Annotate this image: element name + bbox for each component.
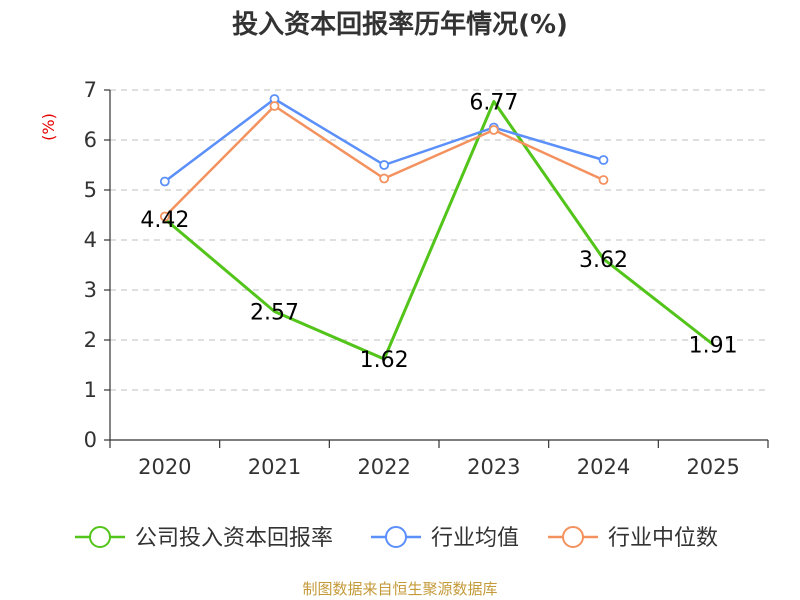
y-tick-label: 7 — [84, 78, 97, 102]
legend-label-2: 行业中位数 — [608, 526, 718, 551]
legend[interactable]: 公司投入资本回报率 行业均值 行业中位数 — [75, 526, 718, 551]
legend-item-2[interactable]: 行业中位数 — [548, 526, 718, 551]
y-axis-label: (%) — [39, 113, 58, 141]
data-label-2024: 3.62 — [579, 248, 628, 273]
x-tick-label-2025: 2025 — [686, 455, 739, 479]
y-tick-label: 5 — [84, 178, 97, 202]
series-lines — [159, 94, 715, 361]
data-label-2023: 6.77 — [469, 91, 518, 116]
series-2-point-2024 — [598, 175, 609, 185]
x-tick-label-2024: 2024 — [577, 455, 630, 479]
data-label-2021: 2.57 — [250, 301, 299, 326]
x-tick-label-2020: 2020 — [138, 455, 191, 479]
chart-title: 投入资本回报率历年情况(%) — [232, 9, 568, 40]
legend-item-0[interactable]: 公司投入资本回报率 — [75, 526, 333, 551]
legend-marker-1 — [385, 526, 407, 548]
x-tick-label-2021: 2021 — [248, 455, 301, 479]
x-tick-label-2023: 2023 — [467, 455, 520, 479]
data-label-2020: 4.42 — [140, 208, 189, 233]
legend-label-0: 公司投入资本回报率 — [135, 526, 333, 551]
grid-lines — [110, 89, 768, 391]
series-2-point-2021 — [269, 101, 280, 111]
legend-item-1[interactable]: 行业均值 — [371, 526, 519, 551]
series-1-point-2022 — [379, 160, 390, 170]
legend-marker-2 — [562, 526, 584, 548]
y-tick-label: 0 — [84, 428, 97, 452]
y-tick-label: 6 — [84, 128, 97, 152]
data-labels: 4.42 2.57 1.62 6.77 3.62 1.91 — [140, 91, 737, 374]
y-tick-label: 1 — [84, 378, 97, 402]
series-2-point-2022 — [379, 173, 390, 184]
y-tick-label: 3 — [84, 278, 97, 302]
series-1-point-2020 — [159, 176, 170, 187]
series-1-point-2024 — [598, 155, 609, 165]
y-tick-label: 4 — [84, 228, 97, 252]
data-label-2025: 1.91 — [689, 334, 738, 359]
y-tick-label: 2 — [84, 328, 97, 352]
legend-marker-0 — [89, 526, 111, 548]
series-2-point-2020 — [159, 211, 170, 222]
source-note: 制图数据来自恒生聚源数据库 — [302, 580, 497, 598]
data-label-2022: 1.62 — [360, 348, 409, 373]
series-line-0 — [163, 100, 715, 361]
axes: 0 1 2 3 4 5 6 7 2020 2021 2022 2023 2024 2025 — [84, 78, 769, 479]
series-2-point-2023 — [488, 125, 499, 135]
legend-label-1: 行业均值 — [431, 526, 519, 551]
x-tick-label-2022: 2022 — [357, 455, 410, 479]
